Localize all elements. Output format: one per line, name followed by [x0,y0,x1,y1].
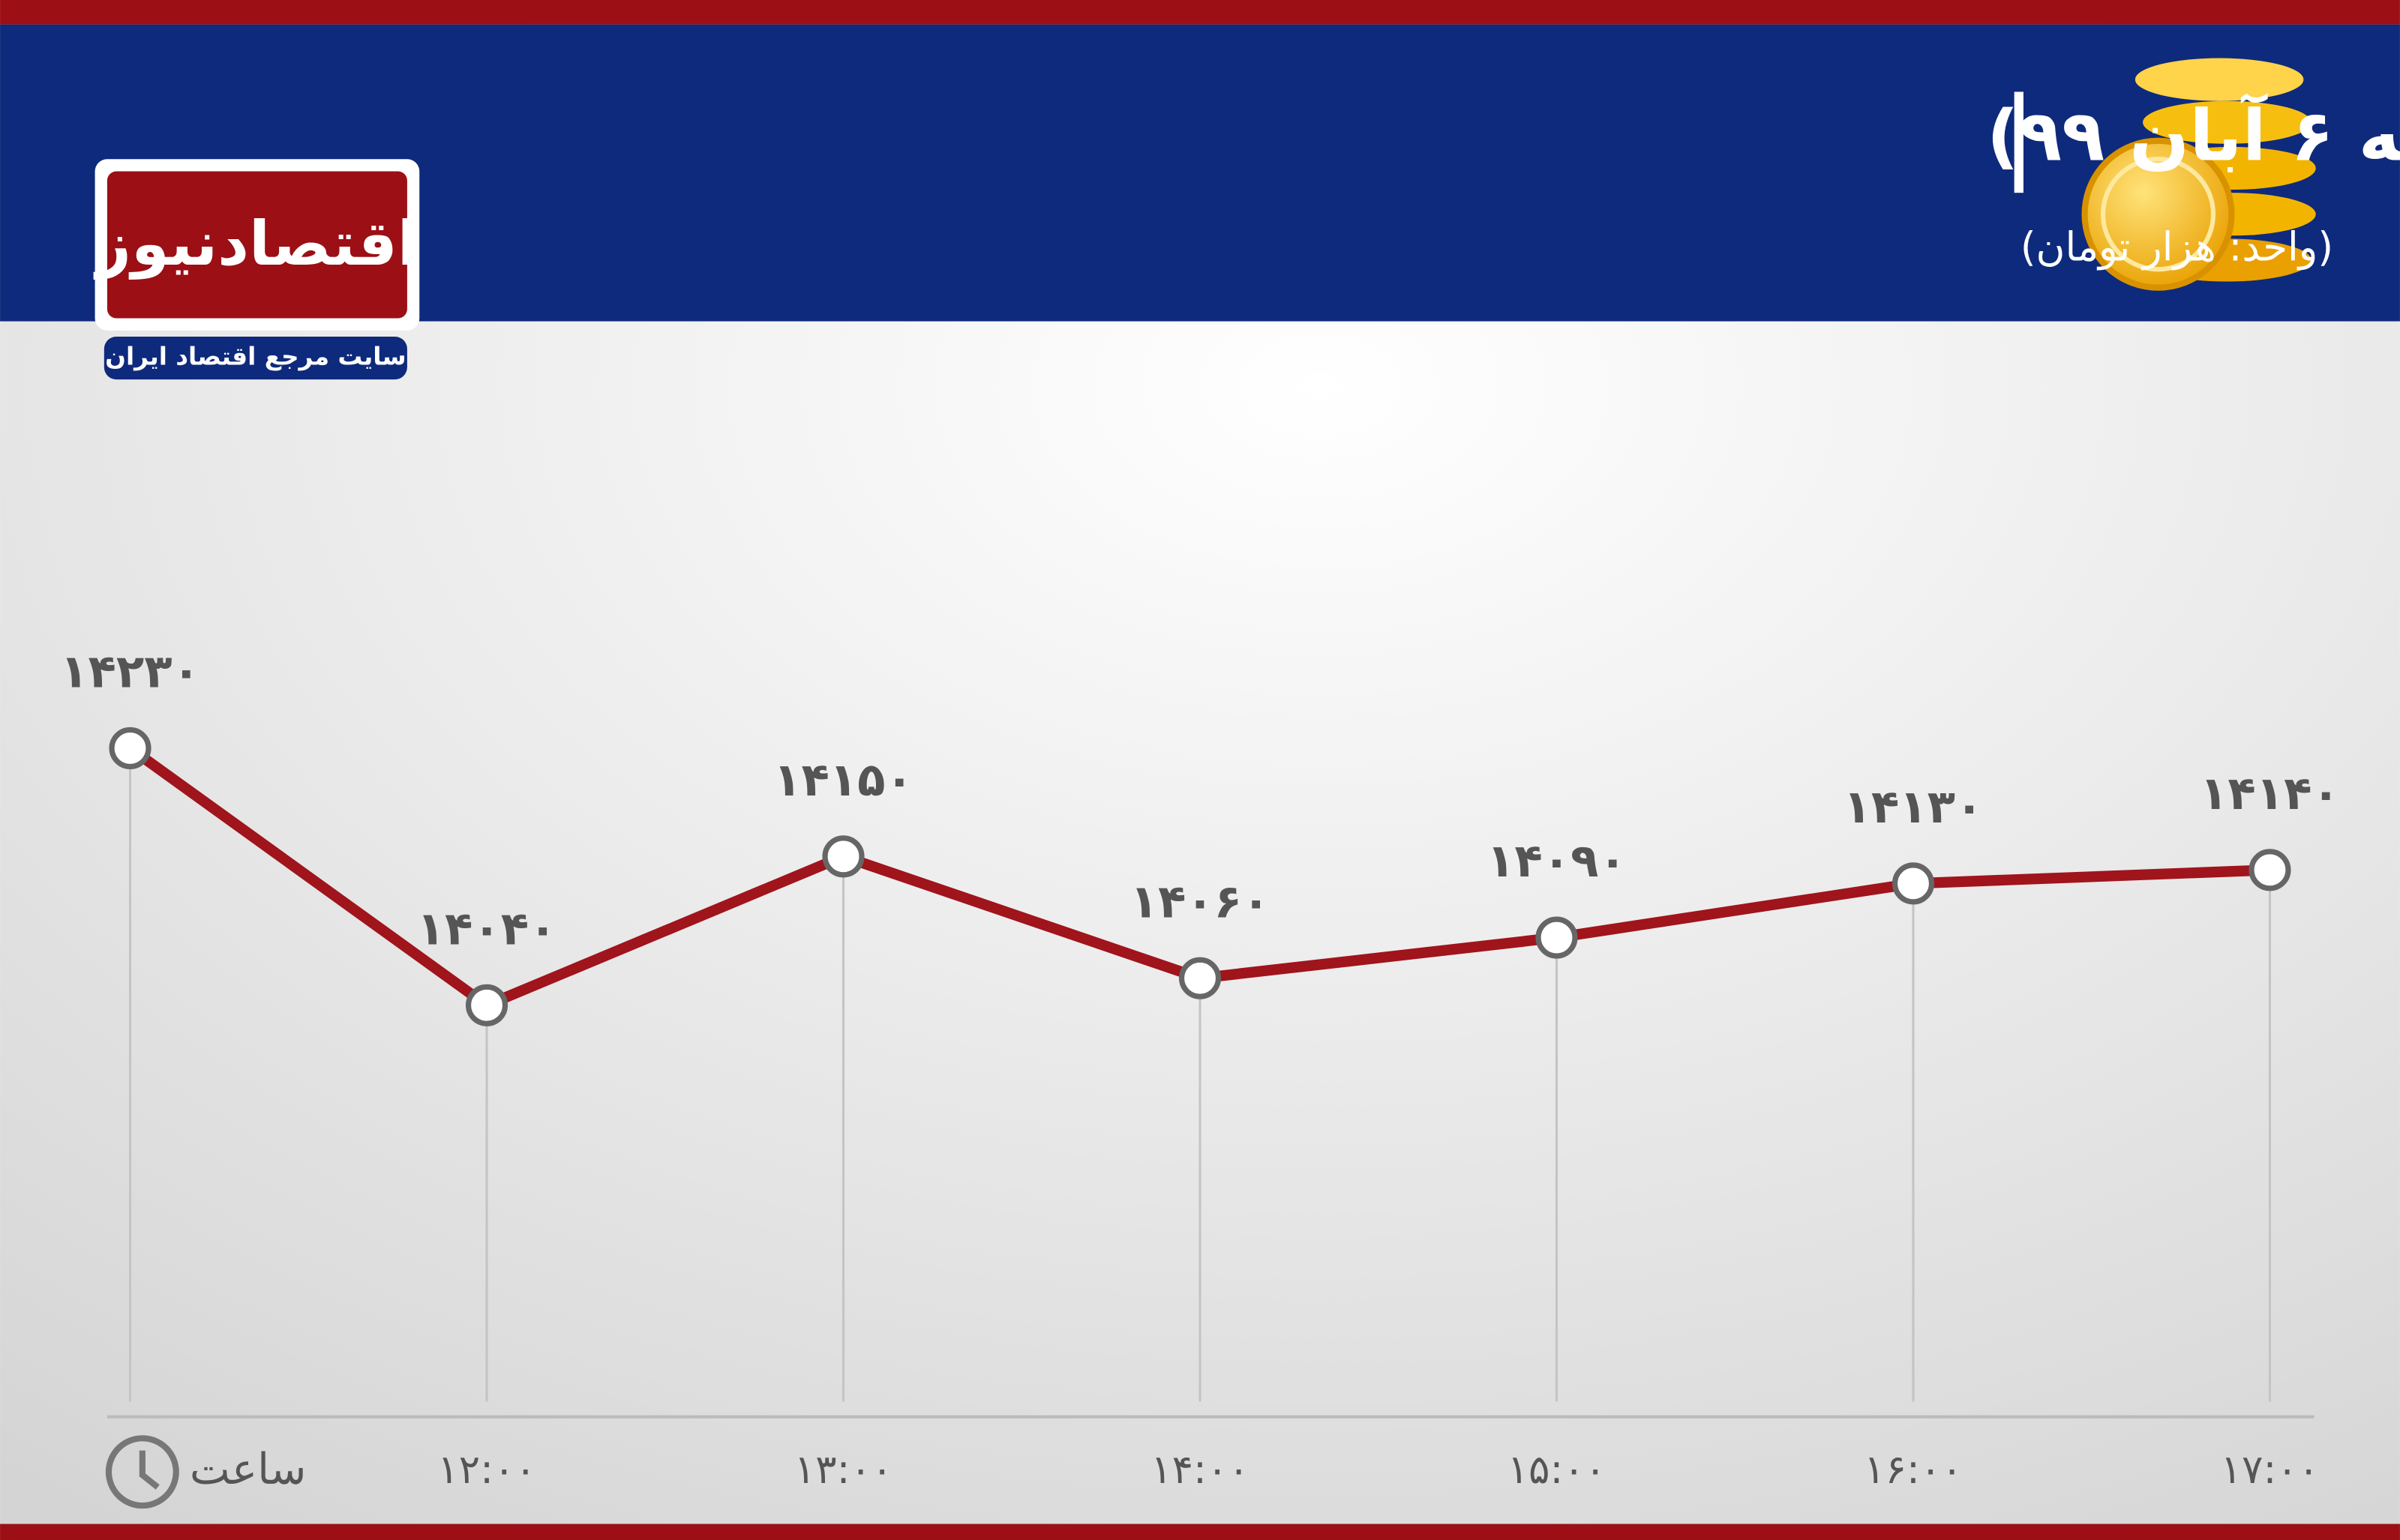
value-label: ۱۴۰۹۰ [1486,834,1627,888]
point [1892,862,1935,905]
logo-name: اقتصادنیوز [93,208,418,280]
point [2248,849,2291,891]
x-tick-label: ۱۷:۰۰ [2221,1446,2320,1493]
point [822,835,865,878]
value-label: ۱۴۰۶۰ [1130,875,1270,928]
top-stripe [0,0,2400,25]
point [1535,916,1578,959]
logo: اقتصادنیوز سایت مرجع اقتصاد ایران [93,159,420,380]
x-axis-title: ساعت [190,1445,306,1494]
value-label: ۱۴۱۴۰ [2200,767,2340,820]
coins-icon [2081,58,2316,291]
point [109,727,152,769]
clock-icon [105,1435,179,1509]
chart-subtitle: (واحد: هزار تومان) [2020,223,2333,270]
point [465,984,508,1026]
value-label: ۱۴۰۴۰ [417,902,557,955]
bottom-stripe [0,1524,2400,1540]
logo-tagline: سایت مرجع اقتصاد ایران [105,343,406,371]
value-label: ۱۴۱۵۰ [773,754,914,807]
value-label: ۱۴۱۳۰ [1844,780,1984,834]
x-tick-label: ۱۳:۰۰ [794,1446,893,1493]
x-tick-label: ۱۴:۰۰ [1150,1446,1250,1493]
point [1178,957,1222,999]
x-tick-label: ۱۲:۰۰ [437,1446,536,1493]
title-bar [2014,91,2024,193]
x-tick-label: ۱۵:۰۰ [1508,1446,1606,1493]
chart-title: روند بهای سکه (سه‌شنبه ۶ آبان ۹۹) [1987,92,2400,178]
x-tick-label: ۱۶:۰۰ [1864,1446,1963,1493]
value-label: ۱۴۲۳۰ [60,646,200,699]
